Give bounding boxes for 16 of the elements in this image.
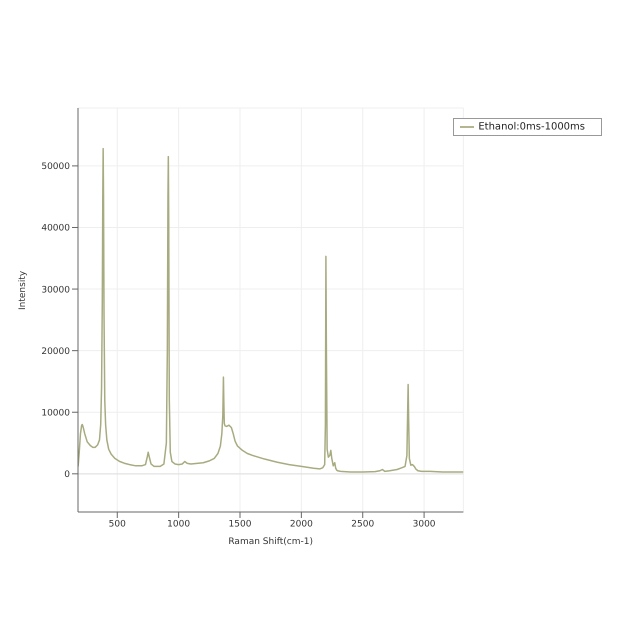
x-axis-title: Raman Shift(cm-1) bbox=[228, 537, 313, 547]
y-tick-label: 30000 bbox=[41, 285, 70, 296]
x-tick-label: 2000 bbox=[290, 519, 314, 530]
legend-label: Ethanol:0ms-1000ms bbox=[478, 122, 585, 133]
y-tick-label: 40000 bbox=[41, 224, 70, 234]
y-axis-title: Intensity bbox=[18, 270, 28, 310]
y-tick-label: 50000 bbox=[41, 162, 70, 172]
y-tick-label: 0 bbox=[64, 470, 70, 480]
x-tick-label: 1500 bbox=[228, 519, 252, 530]
y-tick-label: 10000 bbox=[41, 408, 70, 418]
x-tick-label: 3000 bbox=[412, 519, 436, 530]
x-tick-label: 2500 bbox=[351, 519, 374, 530]
line-series bbox=[78, 148, 464, 473]
y-tick-label: 20000 bbox=[41, 346, 70, 357]
x-tick-label: 500 bbox=[108, 519, 126, 530]
x-tick-label: 1000 bbox=[167, 519, 190, 530]
